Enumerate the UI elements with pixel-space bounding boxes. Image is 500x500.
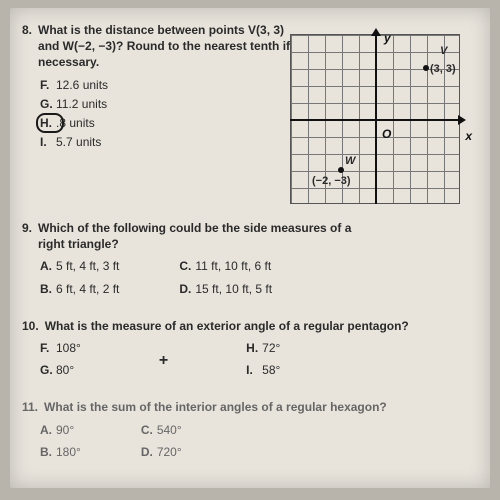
q9-opt-a[interactable]: A.5 ft, 4 ft, 3 ft <box>40 258 119 274</box>
point-v-label: V <box>440 44 447 59</box>
q11-opt-a[interactable]: A.90° <box>40 422 81 438</box>
q10-opt-h[interactable]: H.72° <box>246 340 280 356</box>
q11-number: 11. <box>22 399 38 415</box>
q11-opt-d[interactable]: D.720° <box>141 444 182 460</box>
point-v-coord: (3, 3) <box>430 62 456 77</box>
question-9: 9. Which of the following could be the s… <box>22 220 478 300</box>
q9-number: 9. <box>22 220 32 252</box>
point-w <box>338 167 344 173</box>
axis-y-label: y <box>384 30 391 46</box>
handwritten-plus: + <box>159 350 168 372</box>
q11-text: What is the sum of the interior angles o… <box>44 399 387 415</box>
q10-opt-i[interactable]: I.58° <box>246 362 280 378</box>
q9-line2: right triangle? <box>38 236 351 252</box>
q9-opt-d[interactable]: D.15 ft, 10 ft, 5 ft <box>179 281 272 297</box>
question-8: 8. What is the distance between points V… <box>22 22 478 202</box>
q9-opt-c[interactable]: C.11 ft, 10 ft, 6 ft <box>179 258 272 274</box>
q9-opt-b[interactable]: B.6 ft, 4 ft, 2 ft <box>40 281 119 297</box>
q8-line3: necessary. <box>38 54 290 70</box>
question-11: 11. What is the sum of the interior angl… <box>22 399 478 463</box>
q11-opt-b[interactable]: B.180° <box>40 444 81 460</box>
q9-line1: Which of the following could be the side… <box>38 220 351 236</box>
q8-number: 8. <box>22 22 32 71</box>
worksheet-page: 8. What is the distance between points V… <box>10 8 490 488</box>
question-10: 10. What is the measure of an exterior a… <box>22 318 478 382</box>
coordinate-graph: y x O V (3, 3) W (−2, −3) <box>290 34 460 204</box>
q11-opt-c[interactable]: C.540° <box>141 422 182 438</box>
origin-label: O <box>382 126 391 142</box>
point-w-label: W <box>345 154 355 169</box>
q10-opt-g[interactable]: G.80° <box>40 362 81 378</box>
q10-number: 10. <box>22 318 39 334</box>
q8-line1: What is the distance between points V(3,… <box>38 22 290 38</box>
point-w-coord: (−2, −3) <box>312 174 351 189</box>
q8-line2: and W(−2, −3)? Round to the nearest tent… <box>38 38 290 54</box>
q10-opt-f[interactable]: F.108° <box>40 340 81 356</box>
q10-text: What is the measure of an exterior angle… <box>45 318 409 334</box>
point-v <box>423 65 429 71</box>
axis-x-label: x <box>465 128 472 144</box>
